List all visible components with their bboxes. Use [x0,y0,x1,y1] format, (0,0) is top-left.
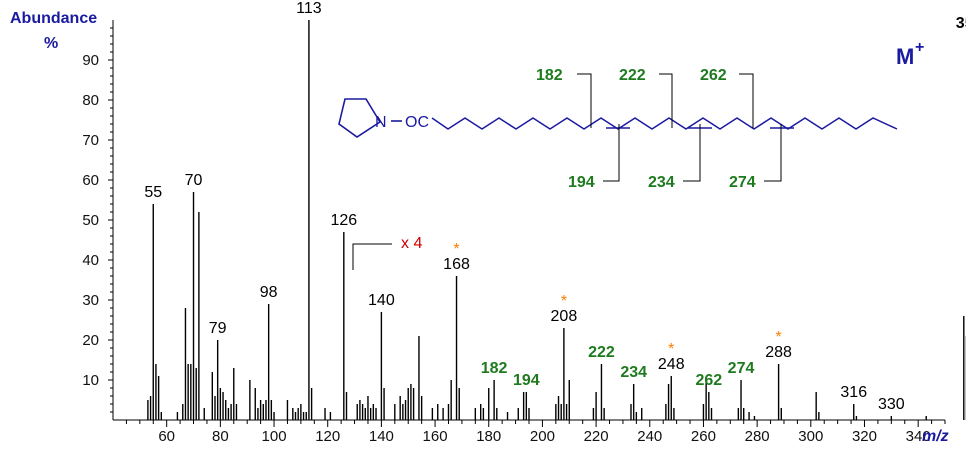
molecular-ion-label: M [896,44,914,69]
x-tick-label: 140 [369,428,394,445]
peak-label-113: 113 [296,0,322,17]
cleavage-marker-274 [764,124,782,182]
y-tick-label: 20 [82,332,99,349]
cleavage-marker-194 [603,124,620,182]
carbonyl-group: OC [405,114,429,131]
peak-label-194: 194 [513,372,540,389]
magnification-label: x 4 [401,235,422,252]
peak-bars [147,20,966,420]
peak-label-248: 248 [658,356,685,373]
fragment-label-262: 262 [700,67,727,84]
peak-label-98: 98 [260,284,278,301]
peak-label-70: 70 [185,172,203,189]
x-tick-label: 160 [423,428,448,445]
x-axis-ticks: 60 80 100 120 140 160 180 200 220 240 260 280 300 320… [125,420,946,445]
y-axis-title-percent: % [44,35,58,52]
peak-label-262: 262 [695,372,722,389]
cleavage-marker-262 [739,73,754,128]
star-marker-248: * [668,341,674,358]
y-tick-label: 60 [82,172,99,189]
peak-labels: 55 70 79 98 113 126 140 168 208 248 288 316 330 182 19… [144,0,966,413]
x-tick-label: 320 [852,428,877,445]
y-tick-label: 10 [82,372,99,389]
x-tick-label: 60 [158,428,175,445]
x-tick-label: 180 [476,428,501,445]
fragment-label-182: 182 [536,67,563,84]
peak-label-126: 126 [330,212,357,229]
x-tick-label: 100 [262,428,287,445]
peak-label-316: 316 [840,384,867,401]
peak-label-182: 182 [481,360,508,377]
fragment-label-234: 234 [648,174,675,191]
fragment-label-274: 274 [729,174,756,191]
cleavage-marker-234 [683,124,701,182]
fragment-label-222: 222 [619,67,646,84]
y-tick-label: 80 [82,92,99,109]
peak-label-274: 274 [728,360,755,377]
y-axis-ticks: 10 20 30 40 50 60 70 80 90 [82,27,113,413]
peak-label-359: 359 [956,15,966,32]
peak-label-222: 222 [588,344,615,361]
y-axis-title-abundance: Abundance [10,10,97,27]
magnification-marker: x 4 [352,235,422,270]
peak-label-79: 79 [209,320,227,337]
x-tick-label: 120 [315,428,340,445]
star-marker-208: * [561,293,567,310]
peak-label-208: 208 [551,308,578,325]
x-tick-label: 80 [212,428,229,445]
y-tick-label: 30 [82,292,99,309]
x-tick-label: 260 [691,428,716,445]
x-tick-label: 280 [745,428,770,445]
cleavage-marker-182 [577,73,592,128]
cleavage-marker-222 [659,73,673,128]
y-tick-label: 70 [82,132,99,149]
x-tick-label: 300 [798,428,823,445]
pyrrolidine-ring [338,98,382,138]
peak-label-140: 140 [368,292,395,309]
peak-label-330: 330 [878,396,905,413]
x-axis-title: m/z [922,428,949,445]
peak-label-288: 288 [765,344,792,361]
star-marker-168: * [453,241,459,258]
x-tick-label: 200 [530,428,555,445]
peak-label-168: 168 [443,256,470,273]
peak-label-234: 234 [620,364,647,381]
star-marker-288: * [775,329,781,346]
x-tick-label: 340 [906,428,931,445]
fragment-label-194: 194 [568,174,595,191]
molecular-ion-charge: + [915,39,924,56]
y-tick-label: 50 [82,212,99,229]
x-tick-label: 220 [584,428,609,445]
y-tick-label: 90 [82,52,99,69]
y-tick-label: 40 [82,252,99,269]
acyl-chain [431,117,898,130]
x-tick-label: 240 [637,428,662,445]
structure-diagram: N OC 182 222 262 194 234 274 [338,67,898,191]
peak-label-55: 55 [144,184,162,201]
nitrogen-atom: N [375,114,387,131]
